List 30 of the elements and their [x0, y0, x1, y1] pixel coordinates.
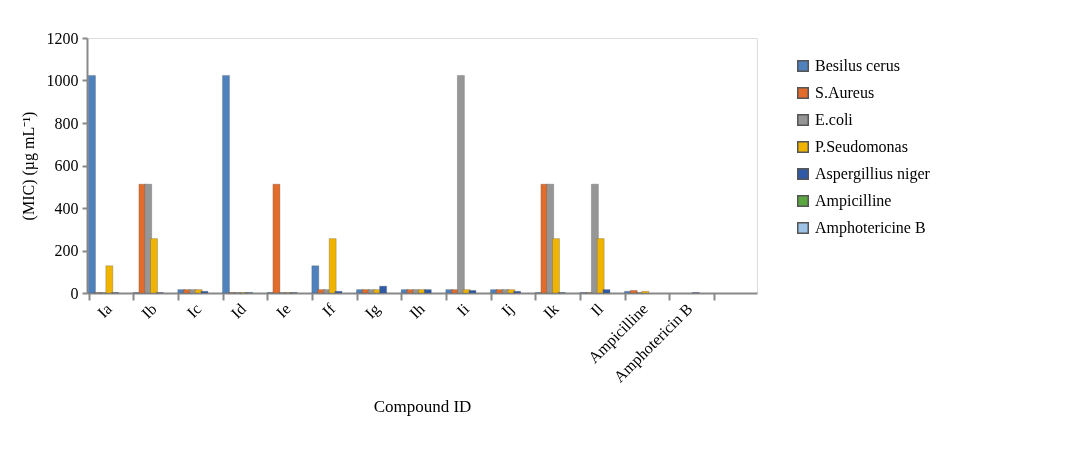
y-tick-label: 600 [54, 157, 79, 174]
legend-label: P.Seudomonas [815, 138, 908, 155]
x-tick-label: Ij [498, 300, 518, 320]
x-tick-label: If [318, 299, 339, 320]
y-tick-label: 1000 [46, 72, 79, 89]
legend-label: Aspergillius niger [815, 165, 931, 183]
x-tick-label: Ih [406, 300, 428, 322]
x-tick-label: Ia [94, 300, 115, 321]
y-tick-label: 0 [70, 284, 79, 302]
x-axis-title: Compound ID [373, 397, 472, 417]
x-tick-label: Id [227, 300, 249, 322]
legend-label: Besilus cerus [815, 57, 900, 74]
y-tick-label: 1200 [46, 29, 79, 47]
x-tick-label: Ic [183, 300, 205, 321]
legend-label: E.coli [815, 111, 854, 128]
x-tick-label: Ie [272, 300, 294, 321]
bar [222, 75, 230, 294]
y-tick-label: 800 [54, 114, 79, 132]
y-tick-label: 200 [54, 242, 79, 259]
bar [88, 75, 96, 294]
x-tick-label: Ik [540, 300, 562, 322]
bar [311, 265, 319, 294]
y-axis-title: (MIC) (µg mL⁻¹) [19, 111, 38, 221]
x-tick-label: Ib [138, 300, 160, 322]
x-tick-label: Ii [453, 299, 473, 320]
legend-label: S.Aureus [815, 84, 875, 101]
y-tick-label: 400 [54, 199, 79, 217]
legend-label: Ampicilline [815, 192, 892, 210]
x-tick-label: Ig [361, 300, 384, 323]
legend-label: Amphotericine B [815, 219, 926, 237]
